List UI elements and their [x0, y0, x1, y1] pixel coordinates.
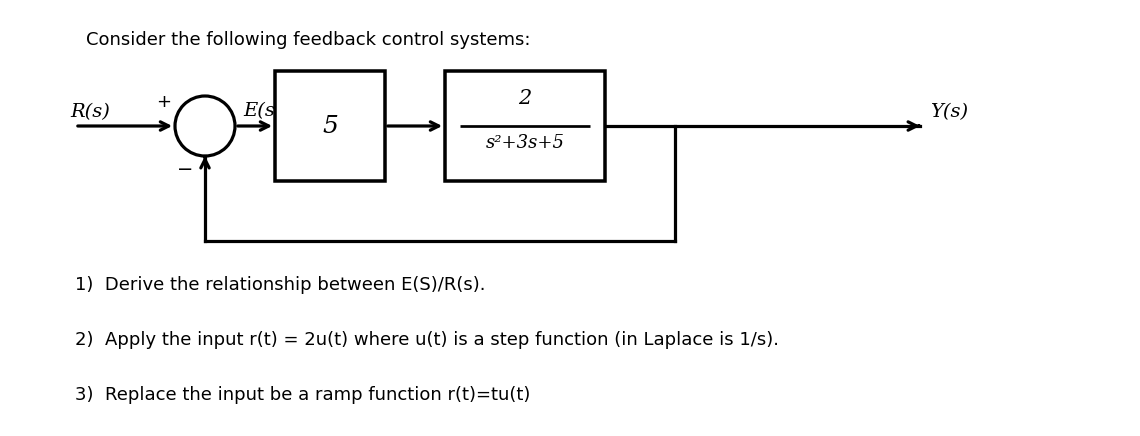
Text: 5: 5 [323, 115, 337, 137]
Text: 1)  Derive the relationship between E(S)/R(s).: 1) Derive the relationship between E(S)/… [75, 276, 486, 294]
Text: 3)  Replace the input be a ramp function r(t)=tu(t): 3) Replace the input be a ramp function … [75, 386, 530, 404]
Bar [445, 71, 605, 181]
Text: 2)  Apply the input r(t) = 2u(t) where u(t) is a step function (in Laplace is 1/: 2) Apply the input r(t) = 2u(t) where u(… [75, 331, 779, 349]
Text: Y(s): Y(s) [930, 103, 968, 121]
Bar [275, 71, 385, 181]
Text: +: + [156, 93, 171, 111]
Text: 2: 2 [519, 89, 531, 108]
Text: −: − [177, 160, 194, 179]
Text: E(s): E(s) [243, 102, 283, 120]
Text: s²+3s+5: s²+3s+5 [486, 134, 564, 152]
Text: Consider the following feedback control systems:: Consider the following feedback control … [86, 31, 530, 48]
Text: R(s): R(s) [70, 103, 109, 121]
